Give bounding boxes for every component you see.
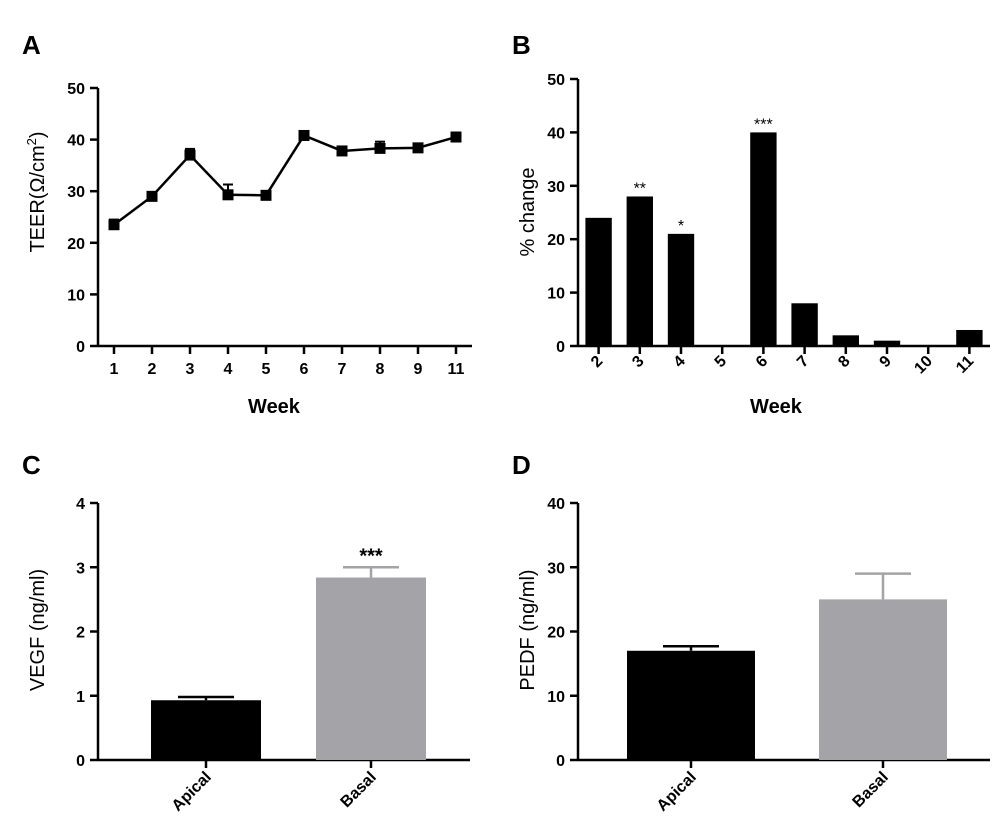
panel-a-y-tick-label: 50 xyxy=(67,81,85,98)
panel-a-x-tick-label: 9 xyxy=(414,361,423,378)
panel-c-label: C xyxy=(22,450,41,480)
panel-b-x-tick-label: 11 xyxy=(953,353,977,377)
panel-b-y-axis-title: % change xyxy=(517,168,539,257)
panel-c-y-tick-label: 4 xyxy=(76,496,85,513)
panel-b-significance-label: *** xyxy=(754,116,773,133)
panel-b-y-tick-label: 10 xyxy=(547,286,565,303)
panel-a-x-tick-label: 1 xyxy=(110,361,119,378)
panel-a-y-axis-title: TEER(Ω/cm2) xyxy=(24,131,49,252)
panel-a-data-point xyxy=(108,219,120,231)
panel-a-data-point xyxy=(336,145,348,157)
panel-a-y-tick-label: 0 xyxy=(76,339,85,356)
panel-b-x-tick-label: 5 xyxy=(712,353,730,371)
panel-c-y-tick-label: 3 xyxy=(76,560,85,577)
panel-b-bar xyxy=(956,329,983,346)
panel-b-x-tick-label: 3 xyxy=(629,353,647,371)
panel-a-y-tick-label: 20 xyxy=(67,236,85,253)
panel-b-bar xyxy=(585,217,612,346)
panel-c-x-tick-label: Basal xyxy=(338,769,380,811)
panel-b-x-tick-label: 9 xyxy=(877,353,895,371)
panel-b-x-tick-label: 10 xyxy=(911,353,936,378)
panel-c: C VEGF (ng/ml) 0 1 2 3 4 Apical Basal *** xyxy=(22,450,470,815)
panel-b-y-tick-label: 0 xyxy=(556,339,565,356)
panel-b-y-tick-label: 40 xyxy=(547,125,565,142)
panel-d-y-tick-label: 10 xyxy=(547,689,565,706)
panel-a-y-tick-label: 40 xyxy=(67,133,85,150)
panel-b-x-tick-label: 6 xyxy=(753,353,771,371)
panel-d-x-tick-label: Apical xyxy=(654,769,700,815)
panel-a-x-tick-label: 3 xyxy=(186,361,195,378)
panel-c-y-tick-label: 0 xyxy=(76,753,85,770)
panel-c-bar xyxy=(151,700,261,760)
panel-b-y-tick-label: 30 xyxy=(547,179,565,196)
panel-d-y-tick-label: 40 xyxy=(547,496,565,513)
panel-d-label: D xyxy=(512,450,531,480)
panel-a-x-tick-label: 5 xyxy=(262,361,271,378)
panel-b-bar xyxy=(750,132,777,346)
panel-a-data-point xyxy=(146,190,158,202)
panel-a-x-axis-title: Week xyxy=(248,396,301,418)
panel-a-x-tick-label: 7 xyxy=(338,361,347,378)
panel-a-y-tick-label: 10 xyxy=(67,287,85,304)
panel-a-data-point xyxy=(298,129,310,141)
panel-a-data-point xyxy=(222,189,234,201)
panel-b-bar xyxy=(873,340,901,346)
panel-b-significance-label: ** xyxy=(634,180,646,197)
panel-d-bar xyxy=(819,599,947,760)
panel-c-bar xyxy=(316,577,426,760)
panel-b-bar xyxy=(832,335,859,346)
panel-d-bar xyxy=(627,650,755,760)
panel-c-significance-label: *** xyxy=(359,545,383,567)
panel-a-ylabel-close: ) xyxy=(27,131,49,138)
panel-a-x-tick-label: 11 xyxy=(448,361,465,378)
panel-a-y-tick-label: 30 xyxy=(67,184,85,201)
panel-a-data-point xyxy=(450,131,462,143)
panel-c-y-tick-label: 1 xyxy=(76,689,85,706)
panel-a-series-line xyxy=(113,133,457,226)
panel-d-y-tick-label: 30 xyxy=(547,560,565,577)
panel-a-x-tick-label: 8 xyxy=(376,361,385,378)
panel-c-y-tick-label: 2 xyxy=(76,625,85,642)
panel-b-x-tick-label: 2 xyxy=(588,353,606,371)
panel-b-label: B xyxy=(512,30,531,60)
panel-c-y-axis-title: VEGF (ng/ml) xyxy=(27,569,49,691)
panel-a-data-point xyxy=(184,149,196,161)
panel-b-x-tick-label: 4 xyxy=(671,353,689,371)
panel-d: D PEDF (ng/ml) 0 10 20 30 40 Apical Basal xyxy=(512,450,990,815)
panel-b-x-tick-label: 8 xyxy=(835,353,853,371)
panel-b-bar xyxy=(791,303,818,346)
panel-b-x-axis-title: Week xyxy=(750,396,803,418)
panel-d-y-tick-label: 20 xyxy=(547,625,565,642)
panel-a-x-tick-label: 2 xyxy=(148,361,157,378)
panel-a-data-point xyxy=(374,142,386,154)
panel-a-data-point xyxy=(412,142,424,154)
panel-a-ylabel-main: TEER(Ω/cm xyxy=(27,145,49,252)
panel-c-x-tick-label: Apical xyxy=(169,769,215,815)
panel-d-x-tick-label: Basal xyxy=(850,769,892,811)
panel-d-y-axis-title: PEDF (ng/ml) xyxy=(517,569,539,690)
panel-a-ylabel-sup: 2 xyxy=(24,138,39,145)
panel-b-bar xyxy=(667,233,695,346)
panel-a-label: A xyxy=(22,30,41,60)
panel-b-y-tick-label: 20 xyxy=(547,232,565,249)
panel-a-data-point xyxy=(260,189,272,201)
panel-b-x-tick-label: 7 xyxy=(794,353,812,371)
panel-b-significance-label: * xyxy=(678,218,684,235)
panel-a-x-tick-label: 6 xyxy=(300,361,309,378)
panel-d-y-tick-label: 0 xyxy=(556,753,565,770)
panel-a-x-tick-label: 4 xyxy=(224,361,233,378)
panel-b-y-tick-label: 50 xyxy=(547,72,565,89)
panel-b-bar xyxy=(626,196,653,346)
